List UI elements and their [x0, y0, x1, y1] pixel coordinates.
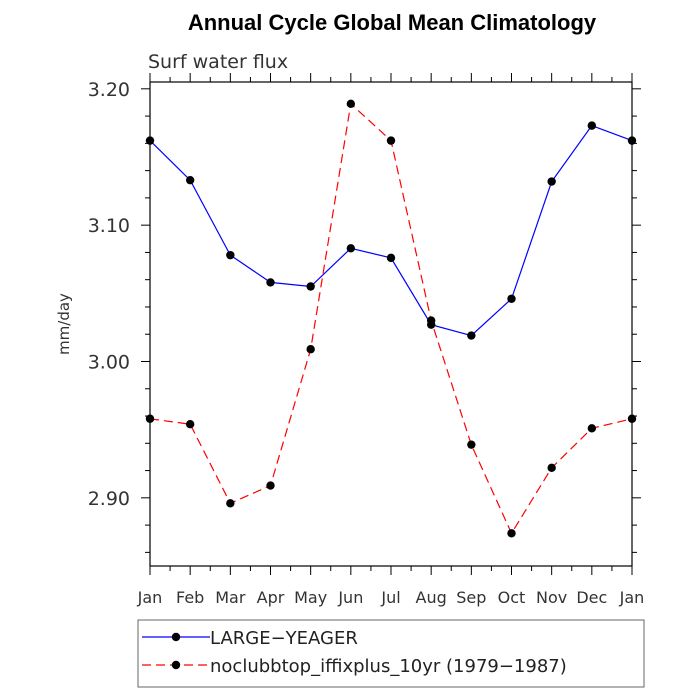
data-point-series-2 [386, 136, 396, 145]
data-point-series-1 [266, 278, 275, 287]
x-tick-label: Feb [176, 588, 204, 607]
data-point-series-1 [627, 136, 637, 145]
data-point-series-2 [306, 345, 315, 354]
data-point-series-1 [185, 175, 195, 185]
data-point-series-2 [426, 316, 436, 325]
data-point-series-1 [226, 250, 235, 260]
data-point-series-2 [346, 99, 356, 109]
data-point-series-2 [507, 529, 516, 538]
y-axis-label: mm/day [55, 293, 73, 355]
axes-layer [149, 81, 633, 567]
x-tick-label: Jun [337, 588, 363, 607]
x-tick-label: Apr [257, 588, 285, 607]
x-tick-label: May [294, 588, 327, 607]
y-tick-label: 3.00 [88, 351, 130, 373]
data-point-series-1 [306, 282, 315, 291]
data-point-series-1 [346, 244, 356, 253]
chart-subtitle: Surf water flux [148, 51, 288, 73]
data-point-series-1 [547, 177, 556, 186]
data-point-series-1 [145, 136, 155, 145]
data-point-series-1 [386, 253, 396, 263]
data-point-series-2 [266, 481, 275, 490]
legend-box [137, 619, 645, 688]
data-point-series-2 [467, 440, 476, 449]
data-point-series-2 [547, 463, 556, 473]
data-point-series-1 [467, 331, 476, 340]
legend: LARGE−YEAGER noclubbtop_iffixplus_10yr (1… [137, 619, 645, 688]
series-line-1 [149, 124, 633, 337]
legend-label-1: LARGE−YEAGER [210, 628, 358, 649]
data-point-series-1 [587, 121, 597, 130]
legend-label-2: noclubbtop_iffixplus_10yr (1979−1987) [210, 656, 567, 677]
ticks-layer: Jan Feb Mar Apr May Jun Jul Aug Sep Oct Nov Dec Jan 2… [88, 73, 645, 607]
data-point-series-2 [587, 424, 597, 433]
y-tick-label: 3.10 [88, 215, 130, 237]
series-layer [145, 99, 637, 538]
x-tick-label: Aug [416, 588, 447, 607]
x-tick-label: Jan [619, 588, 645, 607]
x-tick-label: Jul [380, 588, 400, 607]
chart-title: Annual Cycle Global Mean Climatology [188, 10, 597, 35]
legend-marker-2 [171, 660, 181, 670]
plot-frame [149, 81, 633, 567]
x-tick-label: Mar [215, 588, 246, 607]
data-point-series-2 [185, 420, 195, 429]
legend-marker-1 [171, 632, 181, 642]
data-point-series-2 [627, 414, 637, 423]
data-point-series-1 [507, 294, 516, 303]
data-point-series-2 [145, 414, 155, 423]
x-tick-label: Dec [576, 588, 607, 607]
y-tick-label: 2.90 [88, 488, 130, 510]
y-tick-label: 3.20 [88, 79, 130, 101]
series-line-2 [149, 102, 633, 535]
x-tick-label: Jan [137, 588, 163, 607]
x-tick-label: Nov [536, 588, 567, 607]
data-point-series-2 [226, 499, 235, 508]
x-tick-label: Oct [498, 588, 526, 607]
x-tick-label: Sep [456, 588, 486, 607]
